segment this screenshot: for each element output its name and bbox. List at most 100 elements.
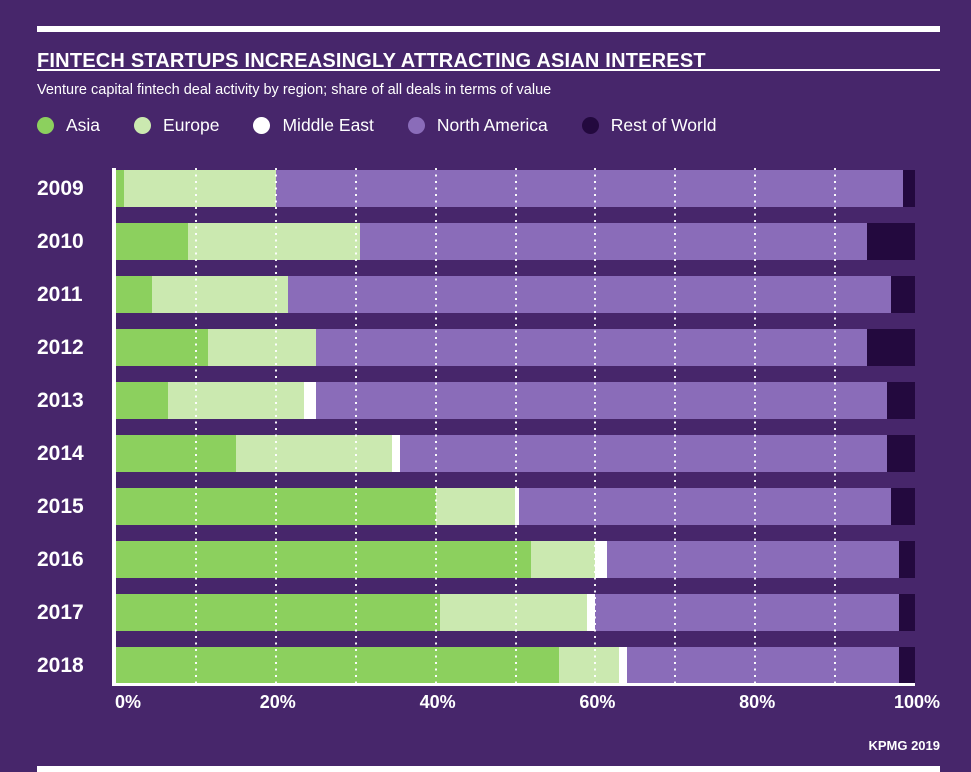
x-tick-label-20: 20% (259, 692, 296, 712)
bar-segment-2015-north-america (519, 488, 891, 525)
bar-segment-2011-north-america (287, 276, 892, 313)
bar-segment-2018-asia (116, 647, 560, 684)
bar-segment-2017-north-america (595, 594, 899, 631)
bar-segment-2017-rest-of-world (899, 594, 915, 631)
legend-item-rest-of-world: Rest of World (581, 114, 717, 136)
x-tick-label-80: 80% (739, 692, 776, 712)
bar-segment-2012-asia (116, 329, 208, 366)
bar-segment-2012-europe (207, 329, 316, 366)
gridline-50-percent (514, 168, 517, 683)
bar-segment-2018-europe (559, 647, 620, 684)
bar-segment-2015-rest-of-world (891, 488, 915, 525)
legend-label: Asia (66, 114, 101, 135)
year-label-2013: 2013 (37, 389, 84, 412)
year-label-2016: 2016 (37, 548, 84, 571)
bar-2016 (116, 541, 915, 578)
bar-segment-2016-rest-of-world (898, 541, 915, 578)
gridline-30-percent (354, 168, 357, 683)
x-tick-label-0: 0% (114, 692, 141, 712)
page-title: FINTECH STARTUPS INCREASINGLY ATTRACTING… (37, 50, 706, 73)
gridline-80-percent (754, 168, 757, 683)
bar-segment-2016-north-america (607, 541, 899, 578)
bar-2013 (116, 382, 915, 419)
bar-segment-2010-asia (116, 223, 188, 260)
bar-segment-2013-rest-of-world (887, 382, 915, 419)
rest-of-world-legend-dot-icon (581, 116, 599, 134)
bar-segment-2015-middle-east (515, 488, 520, 525)
bar-segment-2012-rest-of-world (867, 329, 915, 366)
source-attribution: KPMG 2019 (868, 738, 940, 753)
bar-segment-2009-rest-of-world (902, 170, 915, 207)
y-axis-line (112, 168, 116, 686)
bar-segment-2014-asia (116, 435, 236, 472)
north-america-legend-dot-icon (407, 116, 425, 134)
legend: Asia Europe Middle East North America Rest o… (37, 111, 716, 139)
gridline-40-percent (434, 168, 437, 683)
bar-segment-2018-middle-east (619, 647, 628, 684)
bar-segment-2009-asia (116, 170, 124, 207)
x-tick-label-60: 60% (579, 692, 616, 712)
legend-item-europe: Europe (134, 115, 219, 136)
x-axis-line (112, 683, 915, 686)
bar-2014 (116, 435, 915, 472)
legend-label: Middle East (282, 114, 374, 135)
bar-segment-2010-north-america (359, 223, 868, 260)
middle-east-legend-dot-icon (253, 116, 271, 134)
bar-segment-2010-rest-of-world (867, 223, 915, 260)
bar-segment-2017-europe (439, 594, 588, 631)
year-label-2010: 2010 (37, 230, 84, 253)
bar-segment-2013-middle-east (303, 382, 316, 419)
legend-item-middle-east: Middle East (253, 114, 374, 136)
bar-segment-2009-north-america (275, 170, 903, 207)
bar-segment-2017-middle-east (587, 594, 596, 631)
chart-subtitle: Venture capital fintech deal activity by… (37, 82, 552, 98)
year-label-2009: 2009 (37, 177, 84, 200)
bar-segment-2013-europe (167, 382, 304, 419)
year-label-2017: 2017 (37, 601, 84, 624)
year-label-2012: 2012 (37, 336, 84, 359)
gridline-90-percent (834, 168, 837, 683)
bar-segment-2011-rest-of-world (891, 276, 915, 313)
x-tick-label-100: 100% (893, 692, 941, 712)
bar-segment-2017-asia (116, 594, 440, 631)
bar-2011 (116, 276, 915, 313)
legend-label: North America (436, 114, 548, 135)
asia-legend-dot-icon (37, 116, 54, 134)
gridline-10-percent (194, 168, 197, 683)
bar-segment-2014-north-america (399, 435, 887, 472)
legend-label: Rest of World (610, 114, 717, 135)
year-label-2015: 2015 (37, 495, 84, 518)
bar-segment-2012-north-america (315, 329, 868, 366)
bottom-accent-bar (37, 766, 940, 772)
gridline-70-percent (674, 168, 677, 683)
year-label-2011: 2011 (37, 283, 83, 306)
bar-segment-2011-asia (116, 276, 152, 313)
bar-segment-2016-middle-east (595, 541, 608, 578)
bar-2010 (116, 223, 915, 260)
bar-2012 (116, 329, 915, 366)
bar-segment-2014-rest-of-world (887, 435, 915, 472)
bar-segment-2009-europe (123, 170, 276, 207)
title-underline (37, 69, 940, 71)
bar-segment-2013-asia (116, 382, 168, 419)
year-label-2018: 2018 (37, 654, 84, 677)
year-label-2014: 2014 (37, 442, 84, 465)
bar-2009 (116, 170, 915, 207)
bar-segment-2013-north-america (315, 382, 888, 419)
bar-2017 (116, 594, 915, 631)
bar-segment-2018-rest-of-world (899, 647, 915, 684)
europe-legend-dot-icon (134, 116, 152, 134)
bar-2018 (116, 647, 915, 684)
legend-label: Europe (163, 114, 220, 135)
bar-segment-2016-europe (531, 541, 596, 578)
bar-segment-2011-europe (151, 276, 288, 313)
top-accent-bar (37, 26, 940, 32)
legend-item-north-america: North America (407, 114, 548, 136)
gridline-20-percent (274, 168, 277, 683)
bar-segment-2010-europe (187, 223, 360, 260)
legend-item-asia: Asia (37, 115, 100, 136)
bar-segment-2014-europe (235, 435, 392, 472)
bar-segment-2016-asia (116, 541, 532, 578)
x-tick-label-40: 40% (419, 692, 456, 712)
